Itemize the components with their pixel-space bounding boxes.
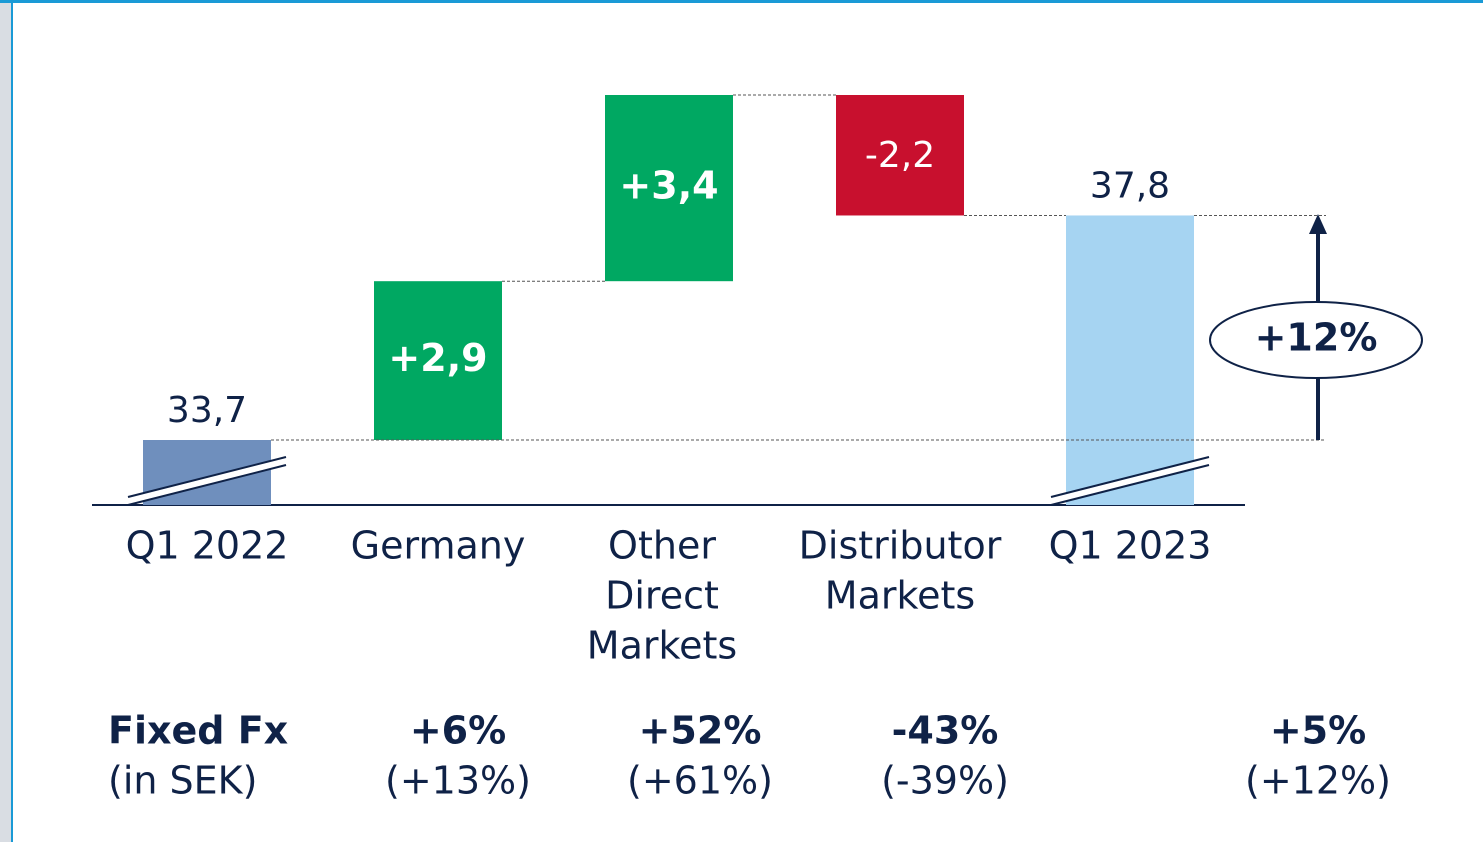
bar — [374, 281, 502, 440]
x-tick-label: Markets — [825, 574, 975, 618]
x-tick-label: Other — [608, 524, 716, 568]
axis-break-line — [1050, 464, 1210, 506]
axis-break-line — [127, 464, 287, 506]
arrow-head — [1309, 214, 1327, 234]
fx-sek-value: (+13%) — [385, 759, 531, 803]
fx-row-sublabel: (in SEK) — [108, 759, 257, 803]
value-label: +3,4 — [619, 164, 718, 208]
x-tick-label: Direct — [605, 574, 719, 618]
bar — [605, 95, 733, 282]
marks: 33,7 Q1 2022 +2,9 Germany +3,4 Other Direct Mar… — [126, 94, 1326, 668]
value-label: 37,8 — [1090, 165, 1170, 206]
growth-label: +12% — [1255, 316, 1378, 360]
value-label: 33,7 — [167, 390, 247, 431]
bar — [836, 95, 964, 216]
fx-row-label: Fixed Fx — [108, 709, 288, 753]
fx-sek-value: (-39%) — [881, 759, 1009, 803]
fx-value: +52% — [639, 709, 762, 753]
x-tick-label: Distributor — [799, 524, 1002, 568]
x-tick-label: Markets — [587, 624, 737, 668]
value-label: +2,9 — [388, 336, 487, 380]
left-strip — [0, 0, 12, 842]
axis-break-line — [1050, 456, 1210, 498]
x-tick-label: Q1 2022 — [126, 524, 289, 568]
growth-bubble — [1209, 301, 1423, 379]
axis-break — [128, 457, 286, 505]
axis-break — [1051, 457, 1209, 505]
value-label: -2,2 — [865, 135, 935, 176]
fx-value: -43% — [892, 709, 999, 753]
x-tick-label: Germany — [351, 524, 526, 568]
fx-sek-value: (+61%) — [627, 759, 773, 803]
bar — [1066, 215, 1194, 505]
fx-sek-value: (+12%) — [1245, 759, 1391, 803]
axis-break-line — [127, 456, 287, 498]
x-tick-label: Q1 2023 — [1049, 524, 1212, 568]
fx-value: +5% — [1270, 709, 1366, 753]
fx-value: +6% — [410, 709, 506, 753]
